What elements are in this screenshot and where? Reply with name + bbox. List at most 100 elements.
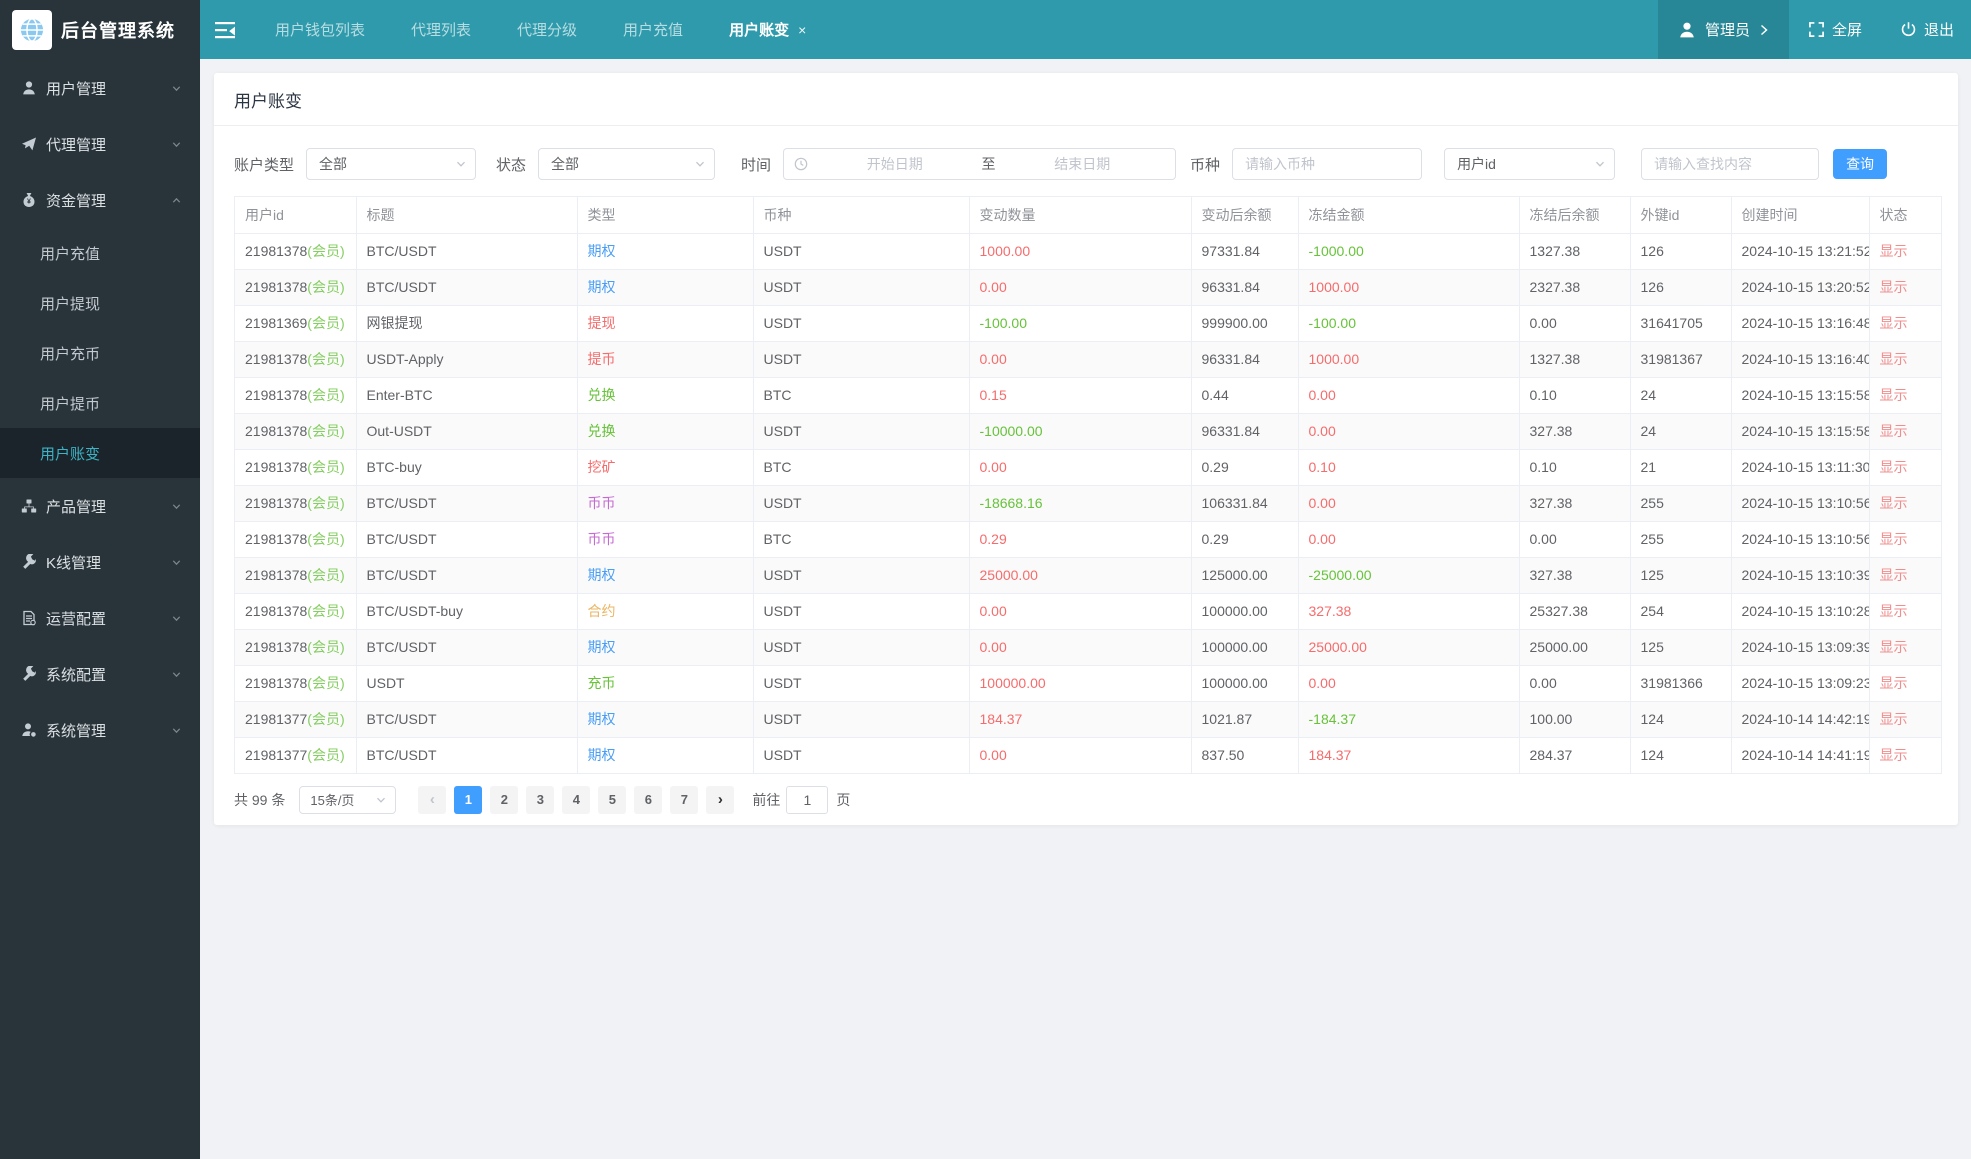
type-cell: 挖矿 (577, 449, 754, 486)
tab-agent-grade[interactable]: 代理分级 (517, 22, 578, 39)
created-at-cell: 2024-10-15 13:09:23 (1731, 665, 1870, 702)
close-icon[interactable]: × (798, 21, 807, 38)
tab-user-recharge[interactable]: 用户充值 (623, 22, 684, 39)
account-type-select[interactable]: 全部 (306, 148, 477, 180)
frozen-after-cell: 0.00 (1519, 305, 1631, 342)
frozen-after-cell: 0.10 (1519, 449, 1631, 486)
frozen-amount-cell: 0.00 (1298, 413, 1520, 450)
page-size-select[interactable]: 15条/页 (299, 785, 397, 814)
next-page-button[interactable]: › (706, 785, 735, 814)
sidebar-item-user-management[interactable]: 用户管理 (0, 60, 200, 116)
page-button-6[interactable]: 6 (634, 785, 663, 814)
page-button-7[interactable]: 7 (670, 785, 699, 814)
table-body: 21981378(会员) BTC/USDT 期权 USDT 1000.00 97331.8… (235, 233, 1941, 774)
foreign-key-cell: 126 (1630, 233, 1732, 270)
show-link[interactable]: 显示 (1879, 603, 1908, 619)
prev-page-button[interactable]: ‹ (418, 785, 447, 814)
table-row: 21981378(会员) BTC/USDT 期权 USDT 25000.00 125000… (235, 557, 1941, 594)
clock-icon (794, 157, 808, 171)
title-cell: BTC/USDT (356, 269, 578, 306)
show-link[interactable]: 显示 (1879, 387, 1908, 403)
show-link[interactable]: 显示 (1879, 495, 1908, 511)
foreign-key-cell: 21 (1630, 449, 1732, 486)
admin-label: 管理员 (1704, 22, 1750, 39)
coin-input[interactable] (1232, 148, 1423, 180)
menu-toggle-icon[interactable] (200, 0, 252, 59)
sidebar-item-user-withdraw-coin[interactable]: 用户提币 (40, 395, 101, 413)
admin-menu[interactable]: 管理员 (1657, 0, 1789, 59)
coin-cell: BTC (753, 521, 970, 558)
tab-user-wallet-list[interactable]: 用户钱包列表 (275, 22, 366, 39)
frozen-after-cell: 284.37 (1519, 737, 1631, 774)
show-link[interactable]: 显示 (1879, 423, 1908, 439)
sidebar-item-operation-config[interactable]: 运营配置 (0, 590, 200, 646)
fullscreen-button[interactable]: 全屏 (1789, 0, 1881, 59)
tab-agent-list[interactable]: 代理列表 (411, 22, 472, 39)
logout-button[interactable]: 退出 (1881, 0, 1971, 59)
status-cell: 显示 (1869, 341, 1941, 378)
balance-after-cell: 100000.00 (1191, 629, 1299, 666)
type-cell: 合约 (577, 593, 754, 630)
show-link[interactable]: 显示 (1879, 567, 1908, 583)
sidebar-item-user-account-change[interactable]: 用户账变 (0, 428, 200, 478)
keyword-input[interactable] (1641, 148, 1820, 180)
table-row: 21981378(会员) BTC/USDT 币币 BTC 0.29 0.29 0.00 0.0… (235, 521, 1941, 558)
page-button-2[interactable]: 2 (490, 785, 519, 814)
sidebar-item-system-management[interactable]: 系统管理 (0, 702, 200, 758)
chevron-down-icon (171, 669, 182, 680)
created-at-cell: 2024-10-15 13:15:58 (1731, 377, 1870, 414)
content: 用户账变 账户类型 全部 状态 全部 (200, 59, 1971, 1159)
title-cell: BTC/USDT (356, 485, 578, 522)
type-cell: 提现 (577, 305, 754, 342)
table-row: 21981378(会员) Out-USDT 兑换 USDT -10000.00 96331… (235, 413, 1941, 450)
date-range-picker[interactable]: 开始日期 至 结束日期 (783, 148, 1177, 180)
page-button-5[interactable]: 5 (598, 785, 627, 814)
show-link[interactable]: 显示 (1879, 459, 1908, 475)
page-button-3[interactable]: 3 (526, 785, 555, 814)
user-id-cell: 21981378(会员) (235, 377, 357, 414)
show-link[interactable]: 显示 (1879, 531, 1908, 547)
show-link[interactable]: 显示 (1879, 711, 1908, 727)
sidebar-item-system-config[interactable]: 系统配置 (0, 646, 200, 702)
date-separator: 至 (981, 156, 996, 172)
frozen-after-cell: 0.00 (1519, 665, 1631, 702)
sidebar-item-agent-management[interactable]: 代理管理 (0, 116, 200, 172)
coin-cell: USDT (753, 485, 970, 522)
search-button[interactable]: 查询 (1833, 149, 1888, 179)
tab-user-account-change[interactable]: 用户账变 × (729, 21, 807, 40)
created-at-cell: 2024-10-15 13:20:52 (1731, 269, 1870, 306)
show-link[interactable]: 显示 (1879, 639, 1908, 655)
show-link[interactable]: 显示 (1879, 243, 1908, 259)
page-button-1[interactable]: 1 (454, 785, 483, 814)
sidebar-item-user-deposit-coin[interactable]: 用户充币 (40, 345, 101, 363)
status-select[interactable]: 全部 (538, 148, 716, 180)
sidebar-item-kline-management[interactable]: K线管理 (0, 534, 200, 590)
show-link[interactable]: 显示 (1879, 747, 1908, 763)
column-header: 创建时间 (1731, 197, 1870, 234)
show-link[interactable]: 显示 (1879, 351, 1908, 367)
coin-cell: BTC (753, 377, 970, 414)
sidebar-item-fund-management[interactable]: ¥ 资金管理 (0, 172, 200, 228)
chevron-right-icon (1759, 24, 1769, 36)
show-link[interactable]: 显示 (1879, 315, 1908, 331)
sidebar-item-user-withdraw[interactable]: 用户提现 (40, 295, 101, 313)
balance-after-cell: 125000.00 (1191, 557, 1299, 594)
paper-plane-icon (20, 136, 37, 153)
sidebar-item-product-management[interactable]: 产品管理 (0, 478, 200, 534)
chevron-down-icon (375, 794, 387, 806)
chevron-down-icon (171, 501, 182, 512)
sidebar-item-user-recharge[interactable]: 用户充值 (40, 245, 101, 263)
created-at-cell: 2024-10-15 13:09:39 (1731, 629, 1870, 666)
globe-logo-icon (12, 9, 52, 50)
show-link[interactable]: 显示 (1879, 675, 1908, 691)
title-cell: USDT-Apply (356, 341, 578, 378)
time-label: 时间 (741, 156, 772, 174)
goto-page-input[interactable] (786, 785, 829, 814)
wrench-icon (20, 554, 37, 571)
page-button-4[interactable]: 4 (562, 785, 591, 814)
coin-label: 币种 (1190, 156, 1221, 174)
show-link[interactable]: 显示 (1879, 279, 1908, 295)
user-id-cell: 21981378(会员) (235, 629, 357, 666)
search-field-select[interactable]: 用户id (1444, 148, 1616, 180)
foreign-key-cell: 125 (1630, 629, 1732, 666)
